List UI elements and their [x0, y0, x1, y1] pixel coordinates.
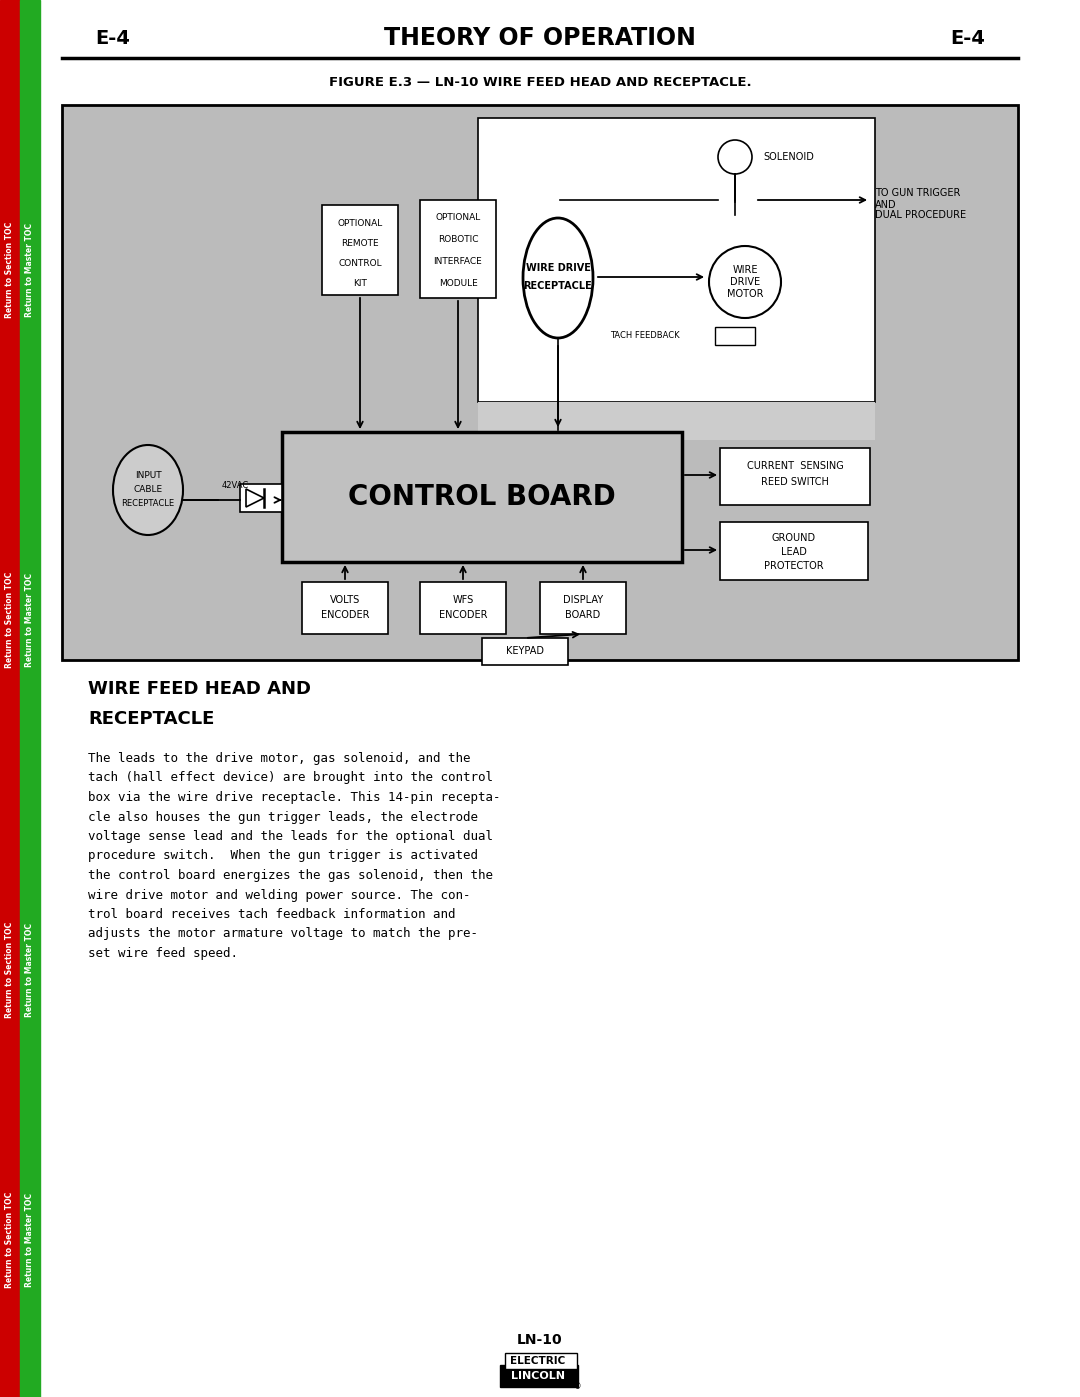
Text: set wire feed speed.: set wire feed speed. [87, 947, 238, 960]
Text: RECEPTACLE: RECEPTACLE [524, 281, 592, 291]
Text: DRIVE: DRIVE [730, 277, 760, 286]
Text: The leads to the drive motor, gas solenoid, and the: The leads to the drive motor, gas soleno… [87, 752, 471, 766]
Text: voltage sense lead and the leads for the optional dual: voltage sense lead and the leads for the… [87, 830, 492, 842]
Text: LINCOLN: LINCOLN [511, 1370, 565, 1382]
Text: TO GUN TRIGGER: TO GUN TRIGGER [875, 189, 960, 198]
Text: ROBOTIC: ROBOTIC [437, 236, 478, 244]
Polygon shape [246, 489, 264, 507]
Bar [240, 483, 282, 511]
Text: box via the wire drive receptacle. This 14-pin recepta-: box via the wire drive receptacle. This … [87, 791, 500, 805]
Ellipse shape [113, 446, 183, 535]
Text: wire drive motor and welding power source. The con-: wire drive motor and welding power sourc… [87, 888, 471, 901]
Text: GROUND: GROUND [772, 534, 816, 543]
Bar [62, 105, 1018, 659]
Text: CABLE: CABLE [134, 486, 163, 495]
Bar [505, 1354, 577, 1369]
Text: LEAD: LEAD [781, 548, 807, 557]
Text: ELECTRIC: ELECTRIC [511, 1356, 566, 1366]
Text: adjusts the motor armature voltage to match the pre-: adjusts the motor armature voltage to ma… [87, 928, 478, 940]
Text: trol board receives tach feedback information and: trol board receives tach feedback inform… [87, 908, 456, 921]
Text: KEYPAD: KEYPAD [507, 647, 544, 657]
Text: Return to Master TOC: Return to Master TOC [26, 573, 35, 666]
Bar [420, 583, 507, 634]
Bar [322, 205, 399, 295]
Bar [482, 638, 568, 665]
Text: PROTECTOR: PROTECTOR [765, 562, 824, 571]
Text: Return to Section TOC: Return to Section TOC [5, 571, 14, 668]
Text: BOARD: BOARD [565, 610, 600, 620]
Text: procedure switch.  When the gun trigger is activated: procedure switch. When the gun trigger i… [87, 849, 478, 862]
Text: WIRE DRIVE: WIRE DRIVE [526, 263, 591, 272]
Bar [540, 583, 626, 634]
Text: RECEPTACLE: RECEPTACLE [121, 500, 175, 509]
Text: Return to Section TOC: Return to Section TOC [5, 1192, 14, 1288]
Text: CONTROL BOARD: CONTROL BOARD [348, 483, 616, 511]
Text: CONTROL: CONTROL [338, 258, 382, 267]
Text: REMOTE: REMOTE [341, 239, 379, 247]
Text: OPTIONAL: OPTIONAL [435, 214, 481, 222]
Text: THEORY OF OPERATION: THEORY OF OPERATION [384, 27, 696, 50]
Text: CURRENT  SENSING: CURRENT SENSING [746, 461, 843, 471]
Text: Return to Section TOC: Return to Section TOC [5, 922, 14, 1018]
Bar [715, 327, 755, 345]
Text: ®: ® [575, 1383, 582, 1391]
Text: Return to Master TOC: Return to Master TOC [26, 224, 35, 317]
Text: RECEPTACLE: RECEPTACLE [87, 710, 214, 728]
Bar [0, 0, 21, 1397]
Text: DISPLAY: DISPLAY [563, 595, 603, 605]
Bar [478, 117, 875, 402]
Text: INTERFACE: INTERFACE [434, 257, 483, 267]
Bar [500, 1365, 578, 1387]
Text: VOLTS: VOLTS [329, 595, 360, 605]
Text: E-4: E-4 [950, 28, 985, 47]
Bar [420, 200, 496, 298]
Text: ENCODER: ENCODER [438, 610, 487, 620]
Text: KIT: KIT [353, 278, 367, 288]
Text: E-4: E-4 [95, 28, 130, 47]
Ellipse shape [523, 218, 593, 338]
Text: WIRE: WIRE [732, 265, 758, 275]
Bar [302, 583, 388, 634]
Text: DUAL PROCEDURE: DUAL PROCEDURE [875, 210, 967, 219]
Text: the control board energizes the gas solenoid, then the: the control board energizes the gas sole… [87, 869, 492, 882]
Text: WIRE FEED HEAD AND: WIRE FEED HEAD AND [87, 680, 311, 698]
Text: SOLENOID: SOLENOID [762, 152, 814, 162]
Text: Return to Section TOC: Return to Section TOC [5, 222, 14, 319]
Text: FIGURE E.3 — LN-10 WIRE FEED HEAD AND RECEPTACLE.: FIGURE E.3 — LN-10 WIRE FEED HEAD AND RE… [328, 75, 752, 88]
Text: Return to Master TOC: Return to Master TOC [26, 923, 35, 1017]
Text: cle also houses the gun trigger leads, the electrode: cle also houses the gun trigger leads, t… [87, 810, 478, 823]
Bar [282, 432, 681, 562]
Text: tach (hall effect device) are brought into the control: tach (hall effect device) are brought in… [87, 771, 492, 785]
Bar [720, 522, 868, 580]
Bar [720, 448, 870, 504]
Text: MOTOR: MOTOR [727, 289, 764, 299]
Text: AND: AND [875, 200, 896, 210]
Text: Return to Master TOC: Return to Master TOC [26, 1193, 35, 1287]
Bar [21, 0, 40, 1397]
Text: 42VAC: 42VAC [222, 481, 249, 489]
Text: TACH FEEDBACK: TACH FEEDBACK [610, 331, 679, 339]
Text: LN-10: LN-10 [517, 1333, 563, 1347]
Circle shape [708, 246, 781, 319]
Text: ENCODER: ENCODER [321, 610, 369, 620]
Text: OPTIONAL: OPTIONAL [337, 218, 382, 228]
Text: MODULE: MODULE [438, 279, 477, 289]
Text: INPUT: INPUT [135, 471, 161, 479]
Text: WFS: WFS [453, 595, 474, 605]
Text: REED SWITCH: REED SWITCH [761, 476, 829, 488]
Bar [478, 402, 875, 440]
Circle shape [718, 140, 752, 175]
